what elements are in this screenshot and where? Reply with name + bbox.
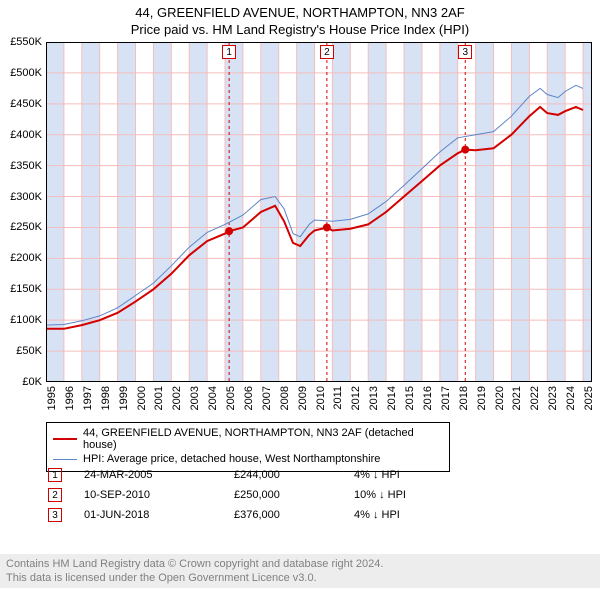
- legend-swatch: [53, 438, 77, 440]
- sales-row: 3 01-JUN-2018£376,0004% ↓ HPI: [46, 505, 546, 525]
- y-tick-label: £400K: [10, 129, 42, 141]
- x-tick-label: 2020: [494, 386, 506, 410]
- y-tick-label: £350K: [10, 160, 42, 172]
- x-tick-label: 2007: [261, 386, 273, 410]
- footer-line-2: This data is licensed under the Open Gov…: [6, 571, 594, 585]
- x-tick-label: 1996: [64, 386, 76, 410]
- sale-marker: 3: [458, 45, 472, 59]
- y-tick-label: £0K: [22, 376, 42, 388]
- y-tick-label: £150K: [10, 283, 42, 295]
- sales-table: 124-MAR-2005£244,0004% ↓ HPI210-SEP-2010…: [46, 465, 546, 525]
- x-tick-label: 1998: [100, 386, 112, 410]
- sales-row-date: 24-MAR-2005: [84, 469, 234, 481]
- y-tick-label: £250K: [10, 221, 42, 233]
- sales-row-delta: 4% ↓ HPI: [354, 509, 400, 521]
- x-tick-label: 2018: [458, 386, 470, 410]
- sales-row-marker: 2: [48, 488, 62, 502]
- y-tick-label: £450K: [10, 98, 42, 110]
- sales-row-marker: 1: [48, 468, 62, 482]
- x-tick-label: 2024: [565, 386, 577, 410]
- attribution-footer: Contains HM Land Registry data © Crown c…: [0, 554, 600, 588]
- sales-row: 2 10-SEP-2010£250,00010% ↓ HPI: [46, 485, 546, 505]
- x-tick-label: 2000: [136, 386, 148, 410]
- x-tick-label: 2005: [225, 386, 237, 410]
- x-tick-label: 2006: [243, 386, 255, 410]
- sales-row-marker: 3: [48, 508, 62, 522]
- x-tick-label: 2016: [422, 386, 434, 410]
- x-tick-label: 2010: [315, 386, 327, 410]
- legend-label: 44, GREENFIELD AVENUE, NORTHAMPTON, NN3 …: [83, 427, 443, 451]
- x-tick-label: 2008: [279, 386, 291, 410]
- x-tick-label: 2023: [547, 386, 559, 410]
- sale-marker: 2: [320, 45, 334, 59]
- x-tick-label: 2025: [583, 386, 595, 410]
- x-tick-label: 2012: [350, 386, 362, 410]
- legend-label: HPI: Average price, detached house, West…: [83, 453, 380, 465]
- x-tick-label: 1999: [118, 386, 130, 410]
- x-tick-label: 2002: [171, 386, 183, 410]
- x-tick-label: 2011: [332, 386, 344, 410]
- x-tick-label: 2021: [511, 386, 523, 410]
- chart-subtitle: Price paid vs. HM Land Registry's House …: [0, 21, 600, 38]
- x-tick-label: 2009: [297, 386, 309, 410]
- chart-title: 44, GREENFIELD AVENUE, NORTHAMPTON, NN3 …: [0, 4, 600, 21]
- y-tick-label: £100K: [10, 314, 42, 326]
- sales-row-date: 01-JUN-2018: [84, 509, 234, 521]
- legend-item: HPI: Average price, detached house, West…: [53, 452, 443, 466]
- chart-titles: 44, GREENFIELD AVENUE, NORTHAMPTON, NN3 …: [0, 4, 600, 38]
- y-tick-label: £500K: [10, 67, 42, 79]
- sale-marker: 1: [222, 45, 236, 59]
- sales-row-price: £376,000: [234, 509, 354, 521]
- y-tick-label: £50K: [16, 345, 42, 357]
- x-tick-label: 2004: [207, 386, 219, 410]
- sales-row-date: 10-SEP-2010: [84, 489, 234, 501]
- x-tick-label: 2017: [440, 386, 452, 410]
- x-tick-label: 2014: [386, 386, 398, 410]
- x-tick-label: 2019: [476, 386, 488, 410]
- x-tick-label: 2022: [529, 386, 541, 410]
- x-tick-label: 1995: [46, 386, 58, 410]
- legend-item: 44, GREENFIELD AVENUE, NORTHAMPTON, NN3 …: [53, 426, 443, 452]
- footer-line-1: Contains HM Land Registry data © Crown c…: [6, 557, 594, 571]
- sales-row: 1 24-MAR-2005£244,0004% ↓ HPI: [46, 465, 546, 485]
- chart-plot: £0K£50K£100K£150K£200K£250K£300K£350K£40…: [46, 42, 592, 382]
- sales-row-delta: 4% ↓ HPI: [354, 469, 400, 481]
- sales-row-delta: 10% ↓ HPI: [354, 489, 406, 501]
- x-tick-label: 2013: [368, 386, 380, 410]
- y-tick-label: £200K: [10, 252, 42, 264]
- x-tick-label: 2003: [189, 386, 201, 410]
- y-tick-label: £550K: [10, 36, 42, 48]
- legend-swatch: [53, 459, 77, 460]
- sales-row-price: £250,000: [234, 489, 354, 501]
- plot-border: [46, 42, 592, 382]
- x-tick-label: 1997: [82, 386, 94, 410]
- sales-row-price: £244,000: [234, 469, 354, 481]
- x-tick-label: 2015: [404, 386, 416, 410]
- x-tick-label: 2001: [153, 386, 165, 410]
- y-tick-label: £300K: [10, 191, 42, 203]
